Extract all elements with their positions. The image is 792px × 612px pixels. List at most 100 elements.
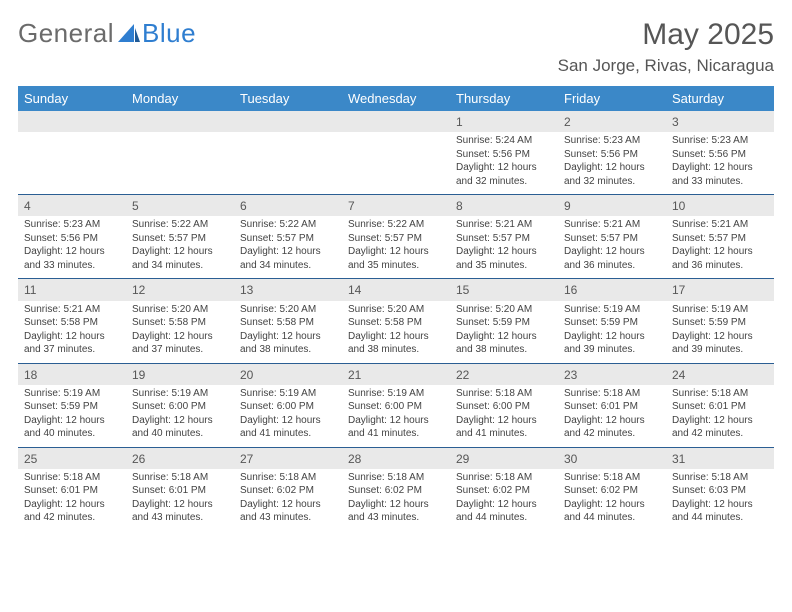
- daylight-line: Daylight: 12 hours and 43 minutes.: [132, 498, 228, 525]
- day-data-cell: Sunrise: 5:22 AMSunset: 5:57 PMDaylight:…: [342, 216, 450, 279]
- daylight-line: Daylight: 12 hours and 37 minutes.: [132, 330, 228, 357]
- weekday-header-row: SundayMondayTuesdayWednesdayThursdayFrid…: [18, 86, 774, 111]
- daylight-line: Daylight: 12 hours and 32 minutes.: [564, 161, 660, 188]
- day-data-cell: [18, 132, 126, 195]
- sunset-line: Sunset: 5:57 PM: [456, 232, 552, 246]
- sunset-line: Sunset: 5:56 PM: [456, 148, 552, 162]
- daylight-line: Daylight: 12 hours and 42 minutes.: [564, 414, 660, 441]
- day-data-cell: Sunrise: 5:20 AMSunset: 5:58 PMDaylight:…: [342, 301, 450, 364]
- sunrise-line: Sunrise: 5:21 AM: [672, 218, 768, 232]
- sunrise-line: Sunrise: 5:19 AM: [348, 387, 444, 401]
- location-label: San Jorge, Rivas, Nicaragua: [558, 56, 774, 76]
- data-row: Sunrise: 5:23 AMSunset: 5:56 PMDaylight:…: [18, 216, 774, 279]
- day-data-cell: Sunrise: 5:23 AMSunset: 5:56 PMDaylight:…: [666, 132, 774, 195]
- brand-part1: General: [18, 18, 114, 49]
- day-data-cell: [126, 132, 234, 195]
- sunset-line: Sunset: 6:02 PM: [240, 484, 336, 498]
- weekday-header: Saturday: [666, 86, 774, 111]
- day-number-cell: 21: [342, 363, 450, 385]
- daynum-row: 25262728293031: [18, 447, 774, 469]
- day-data-cell: [342, 132, 450, 195]
- daylight-line: Daylight: 12 hours and 42 minutes.: [672, 414, 768, 441]
- day-number-cell: 29: [450, 447, 558, 469]
- daylight-line: Daylight: 12 hours and 41 minutes.: [348, 414, 444, 441]
- sunrise-line: Sunrise: 5:22 AM: [240, 218, 336, 232]
- sunrise-line: Sunrise: 5:19 AM: [564, 303, 660, 317]
- sunset-line: Sunset: 5:59 PM: [564, 316, 660, 330]
- daylight-line: Daylight: 12 hours and 44 minutes.: [456, 498, 552, 525]
- sunrise-line: Sunrise: 5:20 AM: [456, 303, 552, 317]
- data-row: Sunrise: 5:18 AMSunset: 6:01 PMDaylight:…: [18, 469, 774, 531]
- daylight-line: Daylight: 12 hours and 41 minutes.: [456, 414, 552, 441]
- data-row: Sunrise: 5:21 AMSunset: 5:58 PMDaylight:…: [18, 301, 774, 364]
- sunset-line: Sunset: 6:02 PM: [564, 484, 660, 498]
- sunset-line: Sunset: 5:57 PM: [564, 232, 660, 246]
- day-data-cell: Sunrise: 5:23 AMSunset: 5:56 PMDaylight:…: [558, 132, 666, 195]
- data-row: Sunrise: 5:24 AMSunset: 5:56 PMDaylight:…: [18, 132, 774, 195]
- day-number-cell: 30: [558, 447, 666, 469]
- sunset-line: Sunset: 5:57 PM: [348, 232, 444, 246]
- calendar-table: SundayMondayTuesdayWednesdayThursdayFrid…: [18, 86, 774, 531]
- sunrise-line: Sunrise: 5:19 AM: [24, 387, 120, 401]
- brand-part2: Blue: [142, 18, 196, 49]
- sunset-line: Sunset: 6:00 PM: [132, 400, 228, 414]
- sunset-line: Sunset: 6:00 PM: [456, 400, 552, 414]
- day-data-cell: Sunrise: 5:21 AMSunset: 5:57 PMDaylight:…: [666, 216, 774, 279]
- sunset-line: Sunset: 5:58 PM: [240, 316, 336, 330]
- sunrise-line: Sunrise: 5:19 AM: [132, 387, 228, 401]
- sunrise-line: Sunrise: 5:20 AM: [348, 303, 444, 317]
- sunset-line: Sunset: 5:58 PM: [132, 316, 228, 330]
- day-data-cell: Sunrise: 5:18 AMSunset: 6:03 PMDaylight:…: [666, 469, 774, 531]
- day-data-cell: Sunrise: 5:24 AMSunset: 5:56 PMDaylight:…: [450, 132, 558, 195]
- day-data-cell: Sunrise: 5:18 AMSunset: 6:02 PMDaylight:…: [342, 469, 450, 531]
- day-data-cell: Sunrise: 5:19 AMSunset: 6:00 PMDaylight:…: [234, 385, 342, 448]
- daylight-line: Daylight: 12 hours and 33 minutes.: [24, 245, 120, 272]
- sunset-line: Sunset: 5:56 PM: [564, 148, 660, 162]
- day-number-cell: 12: [126, 279, 234, 301]
- sunset-line: Sunset: 5:57 PM: [240, 232, 336, 246]
- sunset-line: Sunset: 6:01 PM: [672, 400, 768, 414]
- day-data-cell: Sunrise: 5:20 AMSunset: 5:58 PMDaylight:…: [126, 301, 234, 364]
- daylight-line: Daylight: 12 hours and 39 minutes.: [672, 330, 768, 357]
- weekday-header: Tuesday: [234, 86, 342, 111]
- daylight-line: Daylight: 12 hours and 34 minutes.: [240, 245, 336, 272]
- sunset-line: Sunset: 6:01 PM: [24, 484, 120, 498]
- daynum-row: 11121314151617: [18, 279, 774, 301]
- sunset-line: Sunset: 6:00 PM: [348, 400, 444, 414]
- sunrise-line: Sunrise: 5:18 AM: [348, 471, 444, 485]
- sunset-line: Sunset: 5:59 PM: [24, 400, 120, 414]
- sunset-line: Sunset: 6:01 PM: [564, 400, 660, 414]
- day-data-cell: Sunrise: 5:20 AMSunset: 5:58 PMDaylight:…: [234, 301, 342, 364]
- sunrise-line: Sunrise: 5:18 AM: [456, 471, 552, 485]
- sunrise-line: Sunrise: 5:18 AM: [240, 471, 336, 485]
- daylight-line: Daylight: 12 hours and 35 minutes.: [456, 245, 552, 272]
- day-number-cell: [234, 111, 342, 132]
- day-data-cell: Sunrise: 5:22 AMSunset: 5:57 PMDaylight:…: [234, 216, 342, 279]
- day-data-cell: [234, 132, 342, 195]
- day-number-cell: 27: [234, 447, 342, 469]
- daylight-line: Daylight: 12 hours and 43 minutes.: [240, 498, 336, 525]
- weekday-header: Monday: [126, 86, 234, 111]
- day-data-cell: Sunrise: 5:18 AMSunset: 6:02 PMDaylight:…: [234, 469, 342, 531]
- day-number-cell: 6: [234, 195, 342, 217]
- sunrise-line: Sunrise: 5:23 AM: [672, 134, 768, 148]
- daylight-line: Daylight: 12 hours and 44 minutes.: [564, 498, 660, 525]
- day-data-cell: Sunrise: 5:19 AMSunset: 6:00 PMDaylight:…: [126, 385, 234, 448]
- sunset-line: Sunset: 5:57 PM: [132, 232, 228, 246]
- sunrise-line: Sunrise: 5:24 AM: [456, 134, 552, 148]
- day-number-cell: 22: [450, 363, 558, 385]
- sunset-line: Sunset: 6:01 PM: [132, 484, 228, 498]
- sunset-line: Sunset: 5:59 PM: [672, 316, 768, 330]
- day-number-cell: 31: [666, 447, 774, 469]
- sunrise-line: Sunrise: 5:20 AM: [132, 303, 228, 317]
- day-number-cell: 14: [342, 279, 450, 301]
- daylight-line: Daylight: 12 hours and 38 minutes.: [456, 330, 552, 357]
- sunset-line: Sunset: 5:56 PM: [672, 148, 768, 162]
- sunset-line: Sunset: 5:58 PM: [24, 316, 120, 330]
- daylight-line: Daylight: 12 hours and 37 minutes.: [24, 330, 120, 357]
- daylight-line: Daylight: 12 hours and 34 minutes.: [132, 245, 228, 272]
- day-number-cell: 15: [450, 279, 558, 301]
- sunrise-line: Sunrise: 5:20 AM: [240, 303, 336, 317]
- sunrise-line: Sunrise: 5:19 AM: [672, 303, 768, 317]
- day-data-cell: Sunrise: 5:19 AMSunset: 5:59 PMDaylight:…: [666, 301, 774, 364]
